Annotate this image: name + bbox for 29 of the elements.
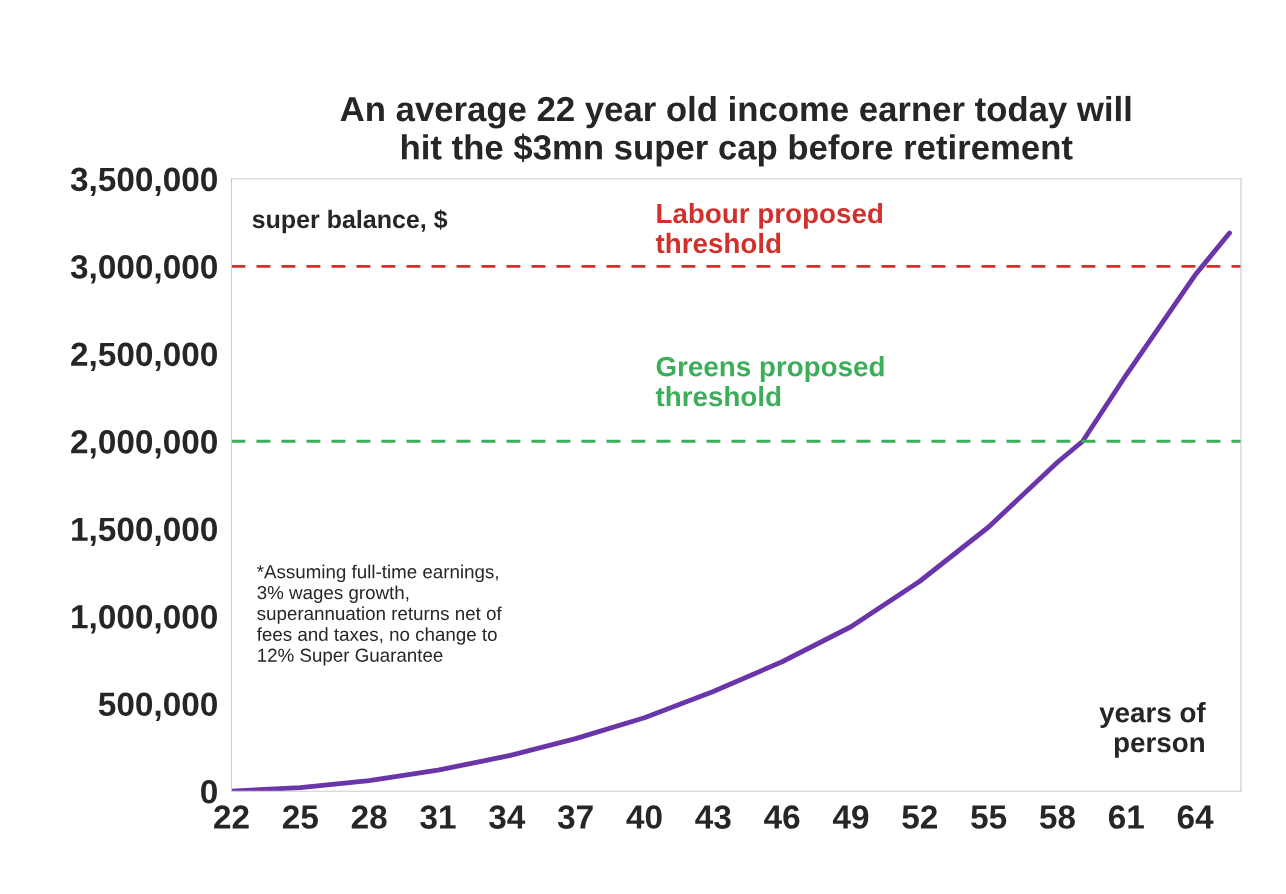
x-axis-title: years of person	[1099, 702, 1206, 758]
x-tick-label: 31	[420, 805, 456, 829]
x-tick-label: 58	[1039, 805, 1075, 829]
y-axis-title: super balance, $	[252, 209, 448, 234]
x-tick-label: 49	[832, 805, 869, 829]
chart-title: An average 22 year old income earner today will hit the $3mn super cap before retirement	[340, 95, 1131, 167]
y-tick-label: 0	[201, 779, 217, 804]
x-tick-label: 28	[351, 805, 387, 829]
y-tick-label: 2,500,000	[71, 342, 217, 372]
x-tick-label: 55	[971, 805, 1007, 829]
x-tick-label: 52	[902, 805, 937, 829]
x-tick-label: 22	[214, 805, 249, 829]
ref-line-label: Greens proposed threshold	[655, 356, 884, 407]
y-tick-label: 1,500,000	[72, 517, 217, 546]
y-tick-label: 3,000,000	[70, 255, 217, 284]
y-tick-label: 500,000	[98, 692, 217, 721]
ref-line-label: Labour proposed threshold	[655, 202, 883, 254]
annotation: *Assuming full-time earnings, 3% wages growth, superannuation returns net of fees and taxes, no change to 12% Super Guarantee	[256, 564, 502, 666]
x-tick-label: 46	[764, 805, 800, 829]
y-tick-label: 2,000,000	[71, 430, 217, 459]
x-tick-label: 34	[489, 805, 526, 829]
x-tick-label: 64	[1177, 805, 1214, 829]
x-tick-label: 61	[1108, 805, 1144, 829]
x-tick-label: 37	[557, 805, 593, 829]
x-tick-label: 40	[626, 805, 662, 829]
x-tick-label: 25	[282, 805, 318, 829]
y-tick-label: 3,500,000	[70, 167, 217, 197]
y-tick-label: 1,000,000	[72, 605, 217, 634]
x-tick-label: 43	[695, 805, 731, 829]
